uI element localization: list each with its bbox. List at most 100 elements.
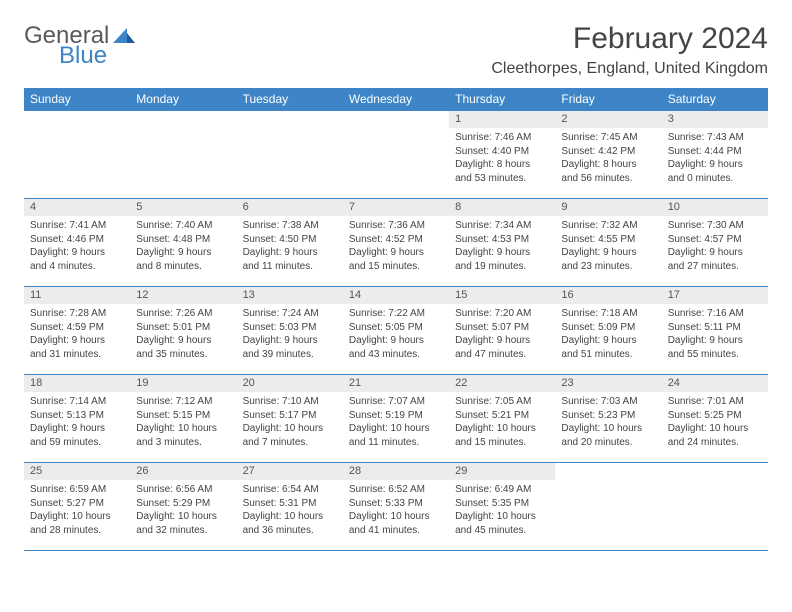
day-number: 10 bbox=[662, 199, 768, 216]
daylight2-line: and 55 minutes. bbox=[668, 348, 762, 362]
daylight1-line: Daylight: 10 hours bbox=[349, 510, 443, 524]
sunset-line: Sunset: 5:27 PM bbox=[30, 497, 124, 511]
sunrise-line: Sunrise: 6:59 AM bbox=[30, 483, 124, 497]
calendar-cell: 6Sunrise: 7:38 AMSunset: 4:50 PMDaylight… bbox=[237, 199, 343, 287]
calendar-cell bbox=[343, 111, 449, 199]
sunset-line: Sunset: 4:42 PM bbox=[561, 145, 655, 159]
calendar-cell: 1Sunrise: 7:46 AMSunset: 4:40 PMDaylight… bbox=[449, 111, 555, 199]
sunrise-line: Sunrise: 7:01 AM bbox=[668, 395, 762, 409]
calendar-week: 11Sunrise: 7:28 AMSunset: 4:59 PMDayligh… bbox=[24, 287, 768, 375]
sunset-line: Sunset: 5:23 PM bbox=[561, 409, 655, 423]
daylight2-line: and 7 minutes. bbox=[243, 436, 337, 450]
sunset-line: Sunset: 5:29 PM bbox=[136, 497, 230, 511]
daylight1-line: Daylight: 10 hours bbox=[349, 422, 443, 436]
day-details: Sunrise: 6:52 AMSunset: 5:33 PMDaylight:… bbox=[343, 480, 449, 541]
daylight2-line: and 56 minutes. bbox=[561, 172, 655, 186]
sunset-line: Sunset: 5:31 PM bbox=[243, 497, 337, 511]
daylight2-line: and 39 minutes. bbox=[243, 348, 337, 362]
daylight1-line: Daylight: 10 hours bbox=[136, 422, 230, 436]
month-title: February 2024 bbox=[491, 22, 768, 56]
day-details: Sunrise: 6:49 AMSunset: 5:35 PMDaylight:… bbox=[449, 480, 555, 541]
header: General Blue February 2024 Cleethorpes, … bbox=[24, 22, 768, 78]
day-details: Sunrise: 7:26 AMSunset: 5:01 PMDaylight:… bbox=[130, 304, 236, 365]
sunset-line: Sunset: 5:35 PM bbox=[455, 497, 549, 511]
calendar-cell bbox=[130, 111, 236, 199]
day-details: Sunrise: 7:22 AMSunset: 5:05 PMDaylight:… bbox=[343, 304, 449, 365]
sunrise-line: Sunrise: 6:56 AM bbox=[136, 483, 230, 497]
calendar-cell: 22Sunrise: 7:05 AMSunset: 5:21 PMDayligh… bbox=[449, 375, 555, 463]
day-number: 18 bbox=[24, 375, 130, 392]
daylight2-line: and 36 minutes. bbox=[243, 524, 337, 538]
logo-text-blue: Blue bbox=[59, 42, 107, 70]
daylight1-line: Daylight: 9 hours bbox=[668, 246, 762, 260]
calendar-cell: 7Sunrise: 7:36 AMSunset: 4:52 PMDaylight… bbox=[343, 199, 449, 287]
day-details: Sunrise: 7:14 AMSunset: 5:13 PMDaylight:… bbox=[24, 392, 130, 453]
calendar-cell: 27Sunrise: 6:54 AMSunset: 5:31 PMDayligh… bbox=[237, 463, 343, 551]
sunset-line: Sunset: 4:53 PM bbox=[455, 233, 549, 247]
calendar-cell: 28Sunrise: 6:52 AMSunset: 5:33 PMDayligh… bbox=[343, 463, 449, 551]
day-details: Sunrise: 7:20 AMSunset: 5:07 PMDaylight:… bbox=[449, 304, 555, 365]
day-header: Thursday bbox=[449, 88, 555, 111]
sunset-line: Sunset: 5:11 PM bbox=[668, 321, 762, 335]
day-number: 13 bbox=[237, 287, 343, 304]
daylight2-line: and 23 minutes. bbox=[561, 260, 655, 274]
day-header: Saturday bbox=[662, 88, 768, 111]
sunrise-line: Sunrise: 7:28 AM bbox=[30, 307, 124, 321]
calendar-cell: 21Sunrise: 7:07 AMSunset: 5:19 PMDayligh… bbox=[343, 375, 449, 463]
day-details: Sunrise: 6:59 AMSunset: 5:27 PMDaylight:… bbox=[24, 480, 130, 541]
day-details: Sunrise: 7:07 AMSunset: 5:19 PMDaylight:… bbox=[343, 392, 449, 453]
sunrise-line: Sunrise: 7:12 AM bbox=[136, 395, 230, 409]
daylight1-line: Daylight: 9 hours bbox=[30, 246, 124, 260]
sunrise-line: Sunrise: 7:43 AM bbox=[668, 131, 762, 145]
calendar-cell: 23Sunrise: 7:03 AMSunset: 5:23 PMDayligh… bbox=[555, 375, 661, 463]
daylight1-line: Daylight: 9 hours bbox=[455, 246, 549, 260]
daylight1-line: Daylight: 9 hours bbox=[243, 246, 337, 260]
daylight2-line: and 15 minutes. bbox=[455, 436, 549, 450]
day-details: Sunrise: 7:36 AMSunset: 4:52 PMDaylight:… bbox=[343, 216, 449, 277]
sunrise-line: Sunrise: 7:30 AM bbox=[668, 219, 762, 233]
calendar-cell: 8Sunrise: 7:34 AMSunset: 4:53 PMDaylight… bbox=[449, 199, 555, 287]
day-number: 29 bbox=[449, 463, 555, 480]
sunrise-line: Sunrise: 7:18 AM bbox=[561, 307, 655, 321]
day-number: 4 bbox=[24, 199, 130, 216]
sunrise-line: Sunrise: 7:22 AM bbox=[349, 307, 443, 321]
sunrise-line: Sunrise: 7:45 AM bbox=[561, 131, 655, 145]
day-details: Sunrise: 7:18 AMSunset: 5:09 PMDaylight:… bbox=[555, 304, 661, 365]
daylight1-line: Daylight: 9 hours bbox=[349, 334, 443, 348]
sunset-line: Sunset: 5:07 PM bbox=[455, 321, 549, 335]
day-number: 6 bbox=[237, 199, 343, 216]
day-number: 2 bbox=[555, 111, 661, 128]
daylight2-line: and 41 minutes. bbox=[349, 524, 443, 538]
sunrise-line: Sunrise: 7:32 AM bbox=[561, 219, 655, 233]
title-block: February 2024 Cleethorpes, England, Unit… bbox=[491, 22, 768, 78]
daylight2-line: and 45 minutes. bbox=[455, 524, 549, 538]
sunset-line: Sunset: 5:21 PM bbox=[455, 409, 549, 423]
calendar-cell: 24Sunrise: 7:01 AMSunset: 5:25 PMDayligh… bbox=[662, 375, 768, 463]
daylight2-line: and 3 minutes. bbox=[136, 436, 230, 450]
sunset-line: Sunset: 5:13 PM bbox=[30, 409, 124, 423]
sunset-line: Sunset: 5:03 PM bbox=[243, 321, 337, 335]
day-header: Monday bbox=[130, 88, 236, 111]
day-details: Sunrise: 7:03 AMSunset: 5:23 PMDaylight:… bbox=[555, 392, 661, 453]
day-details: Sunrise: 7:30 AMSunset: 4:57 PMDaylight:… bbox=[662, 216, 768, 277]
daylight1-line: Daylight: 9 hours bbox=[561, 334, 655, 348]
sunrise-line: Sunrise: 7:14 AM bbox=[30, 395, 124, 409]
day-number: 22 bbox=[449, 375, 555, 392]
daylight1-line: Daylight: 9 hours bbox=[136, 246, 230, 260]
day-details: Sunrise: 7:34 AMSunset: 4:53 PMDaylight:… bbox=[449, 216, 555, 277]
calendar-cell: 18Sunrise: 7:14 AMSunset: 5:13 PMDayligh… bbox=[24, 375, 130, 463]
daylight1-line: Daylight: 10 hours bbox=[30, 510, 124, 524]
day-details: Sunrise: 7:41 AMSunset: 4:46 PMDaylight:… bbox=[24, 216, 130, 277]
day-number: 23 bbox=[555, 375, 661, 392]
sunrise-line: Sunrise: 7:36 AM bbox=[349, 219, 443, 233]
day-number: 24 bbox=[662, 375, 768, 392]
calendar-cell: 2Sunrise: 7:45 AMSunset: 4:42 PMDaylight… bbox=[555, 111, 661, 199]
sunrise-line: Sunrise: 6:52 AM bbox=[349, 483, 443, 497]
sunset-line: Sunset: 5:33 PM bbox=[349, 497, 443, 511]
daylight2-line: and 24 minutes. bbox=[668, 436, 762, 450]
calendar-cell: 29Sunrise: 6:49 AMSunset: 5:35 PMDayligh… bbox=[449, 463, 555, 551]
daylight2-line: and 35 minutes. bbox=[136, 348, 230, 362]
calendar-cell bbox=[24, 111, 130, 199]
day-number: 26 bbox=[130, 463, 236, 480]
calendar-cell: 14Sunrise: 7:22 AMSunset: 5:05 PMDayligh… bbox=[343, 287, 449, 375]
